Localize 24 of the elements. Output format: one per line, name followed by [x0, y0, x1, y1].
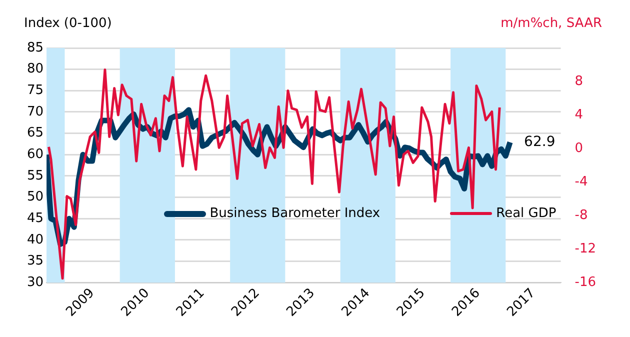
- y2-tick-label: -12: [574, 241, 596, 256]
- y2-tick-label: 4: [574, 107, 584, 122]
- legend-label: Business Barometer Index: [210, 206, 380, 221]
- y-tick-label: 75: [26, 83, 44, 98]
- y-tick-label: 60: [26, 147, 44, 162]
- y-tick-label: 65: [26, 126, 44, 141]
- y-tick-label: 30: [26, 274, 44, 290]
- y2-tick-label: 8: [574, 74, 584, 89]
- y-tick-label: 40: [26, 232, 44, 248]
- y-tick-label: 35: [26, 254, 44, 269]
- y2-tick-label: 0: [574, 140, 584, 156]
- y2-tick-label: -16: [574, 274, 596, 290]
- y-tick-label: 55: [26, 168, 44, 184]
- y2-tick-label: -4: [574, 174, 588, 190]
- y2-tick-label: -8: [574, 208, 588, 223]
- y-tick-label: 80: [26, 62, 44, 77]
- y-tick-label: 45: [26, 210, 44, 226]
- legend-label: Real GDP: [496, 206, 556, 221]
- y2-axis-title: m/m%ch, SAAR: [500, 16, 602, 31]
- annotation: 62.9: [524, 134, 556, 150]
- y-tick-label: 85: [26, 40, 44, 56]
- y-axis-title: Index (0-100): [24, 16, 112, 31]
- y-tick-label: 50: [26, 190, 44, 205]
- y-tick-label: 70: [26, 104, 44, 120]
